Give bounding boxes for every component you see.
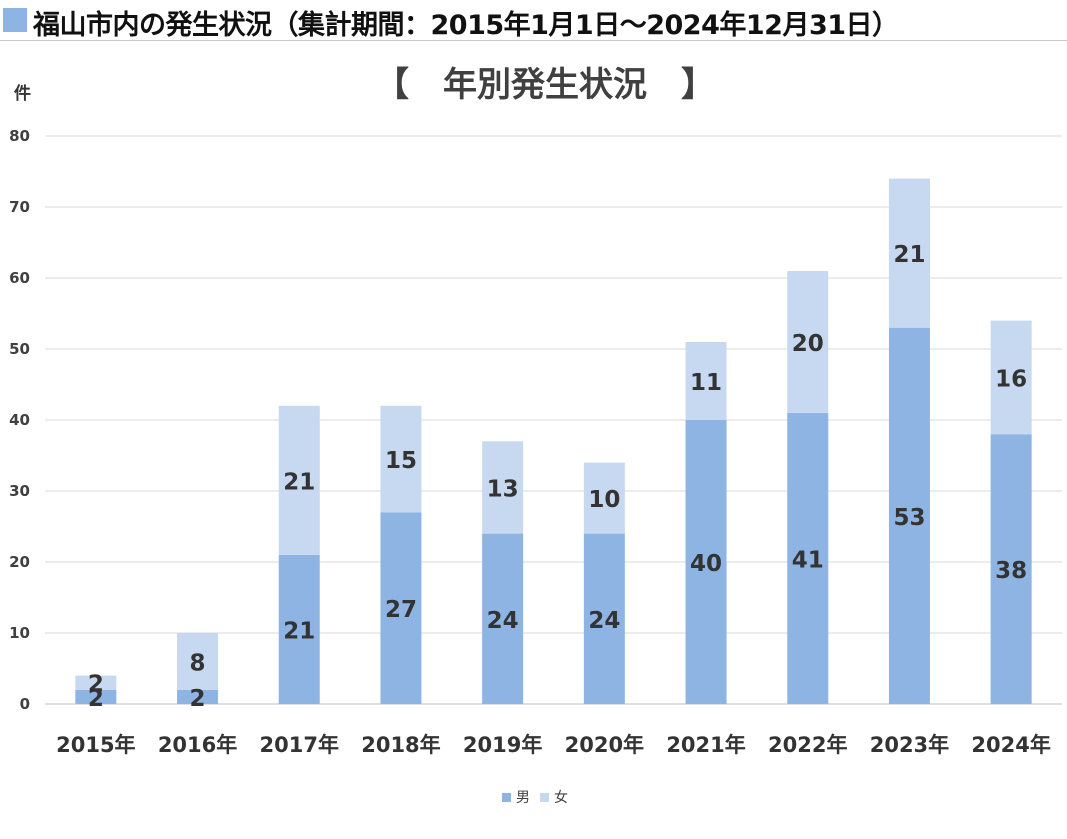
bar-male (685, 420, 727, 704)
data-label-female: 2 (88, 672, 104, 698)
data-label-male: 53 (893, 505, 925, 531)
legend-item-male: 男 (502, 787, 530, 807)
bar-male (787, 412, 829, 704)
bar-male (278, 554, 320, 704)
legend: 男 女 (502, 787, 578, 807)
x-tick-label: 2022年 (768, 733, 847, 757)
data-label-female: 21 (893, 242, 925, 268)
y-tick-label: 70 (9, 198, 30, 216)
y-tick-label: 80 (9, 127, 30, 145)
bar-male (482, 533, 524, 704)
x-tick-label: 2021年 (666, 733, 745, 757)
bar-female (787, 270, 829, 413)
data-label-male: 2 (88, 686, 104, 712)
bar-female (583, 462, 625, 534)
legend-label-female: 女 (554, 790, 568, 806)
y-axis-ticks: 0 10 20 30 40 50 60 70 80 (9, 127, 30, 713)
bar-female (685, 341, 727, 420)
y-tick-label: 10 (9, 624, 30, 642)
data-label-male: 38 (995, 558, 1027, 584)
data-label-male: 24 (487, 608, 519, 634)
y-axis-label: 件 (14, 84, 31, 104)
x-tick-label: 2016年 (158, 733, 237, 757)
x-tick-label: 2015年 (56, 733, 135, 757)
bar-female (888, 178, 930, 328)
chart-title: 【 年別発生状況 】 (375, 65, 715, 105)
data-label-male: 41 (792, 547, 824, 573)
y-tick-label: 0 (20, 695, 30, 713)
x-tick-label: 2020年 (565, 733, 644, 757)
data-label-male: 27 (385, 597, 417, 623)
bar-female (482, 441, 524, 534)
x-axis-ticks: 2015年 2016年 2017年 2018年 2019年 2020年 2021年 2022年… (56, 733, 1051, 757)
data-label-female: 10 (588, 487, 620, 513)
bar-male (380, 512, 422, 704)
data-label-male: 2 (190, 686, 206, 712)
x-tick-label: 2018年 (361, 733, 440, 757)
y-tick-label: 60 (9, 269, 30, 287)
bar-male (177, 689, 219, 704)
data-label-male: 24 (588, 608, 620, 634)
data-label-female: 20 (792, 331, 824, 357)
data-label-female: 15 (385, 448, 417, 474)
bar-female (990, 320, 1032, 435)
x-tick-label: 2023年 (870, 733, 949, 757)
bar-female (278, 405, 320, 555)
y-tick-label: 30 (9, 482, 30, 500)
legend-swatch-male (502, 792, 511, 802)
bar-female (380, 405, 422, 513)
data-label-male: 21 (283, 618, 315, 644)
legend-item-female: 女 (540, 787, 568, 807)
y-tick-label: 50 (9, 340, 30, 358)
x-tick-label: 2017年 (260, 733, 339, 757)
data-label-female: 8 (190, 650, 206, 676)
bar-female (75, 675, 117, 690)
header-marker (3, 8, 27, 32)
bar-male (583, 533, 625, 704)
bar-female (177, 633, 219, 690)
data-label-female: 13 (487, 476, 519, 502)
y-tick-label: 20 (9, 553, 30, 571)
data-label-male: 40 (690, 551, 722, 577)
legend-swatch-female (540, 792, 549, 802)
bar-male (990, 434, 1032, 704)
data-label-female: 21 (283, 469, 315, 495)
x-tick-label: 2019年 (463, 733, 542, 757)
data-label-female: 11 (690, 370, 722, 396)
page-title: 福山市内の発生状況（集計期間：2015年1月1日～2024年12月31日） (33, 10, 899, 41)
bar-male (888, 327, 930, 704)
y-tick-label: 40 (9, 411, 30, 429)
page-header: 福山市内の発生状況（集計期間：2015年1月1日～2024年12月31日） (0, 0, 1067, 41)
bar-male (75, 689, 117, 704)
x-tick-label: 2024年 (971, 733, 1050, 757)
bars (75, 178, 1032, 704)
data-label-female: 16 (995, 366, 1027, 392)
legend-label-male: 男 (516, 790, 530, 806)
